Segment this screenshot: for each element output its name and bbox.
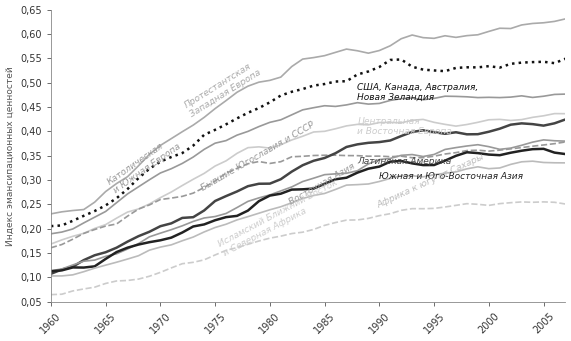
Y-axis label: Индекс эмансипационных ценностей: Индекс эмансипационных ценностей <box>6 66 14 246</box>
Text: Африка к югу от Сахары: Африка к югу от Сахары <box>376 152 485 210</box>
Text: Протестантская
Западная Европа: Протестантская Западная Европа <box>183 59 263 119</box>
Text: Центральная
и Восточная Европа: Центральная и Восточная Европа <box>357 117 452 136</box>
Text: Латинская Америка: Латинская Америка <box>357 158 452 166</box>
Text: Бывшие Югославия и СССР: Бывшие Югославия и СССР <box>200 121 316 193</box>
Text: Исламский Ближний Восток
и Северная Африка: Исламский Ближний Восток и Северная Афри… <box>217 178 344 258</box>
Text: Восточная Азия: Восточная Азия <box>287 162 356 207</box>
Text: Южная и Юго-Восточная Азия: Южная и Юго-Восточная Азия <box>379 172 524 181</box>
Text: Католическая
и Южная Европа: Католическая и Южная Европа <box>106 133 182 195</box>
Text: США, Канада, Австралия,
Новая Зеландия: США, Канада, Австралия, Новая Зеландия <box>357 83 478 102</box>
